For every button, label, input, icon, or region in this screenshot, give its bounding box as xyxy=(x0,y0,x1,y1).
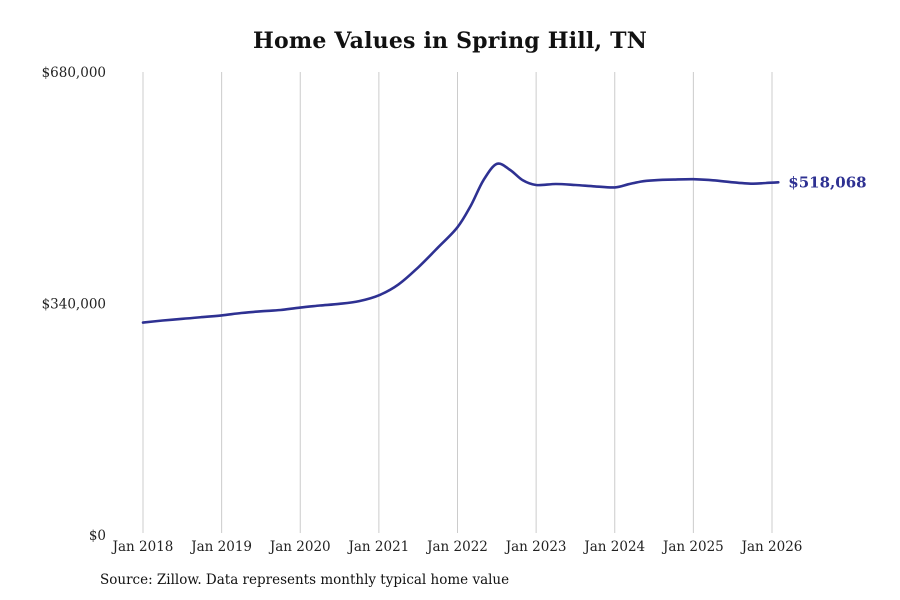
y-axis-tick-label: $680,000 xyxy=(42,65,106,81)
x-axis-tick-label: Jan 2018 xyxy=(111,539,174,555)
y-axis-tick-label: $0 xyxy=(89,528,106,544)
x-axis-tick-label: Jan 2025 xyxy=(661,539,724,555)
x-axis-tick-label: Jan 2020 xyxy=(268,539,331,555)
x-axis-tick-label: Jan 2019 xyxy=(189,539,252,555)
x-axis-tick-label: Jan 2022 xyxy=(425,539,488,555)
home-value-line xyxy=(141,162,780,324)
x-axis-tick-label: Jan 2026 xyxy=(740,539,803,555)
y-axis-tick-label: $340,000 xyxy=(42,297,106,313)
chart-title: Home Values in Spring Hill, TN xyxy=(252,28,648,54)
end-value-label: $518,068 xyxy=(788,173,866,191)
x-axis-tick-label: Jan 2024 xyxy=(582,539,645,555)
source-note: Source: Zillow. Data represents monthly … xyxy=(100,572,510,588)
x-axis-tick-label: Jan 2021 xyxy=(346,539,409,555)
x-axis-tick-label: Jan 2023 xyxy=(504,539,567,555)
